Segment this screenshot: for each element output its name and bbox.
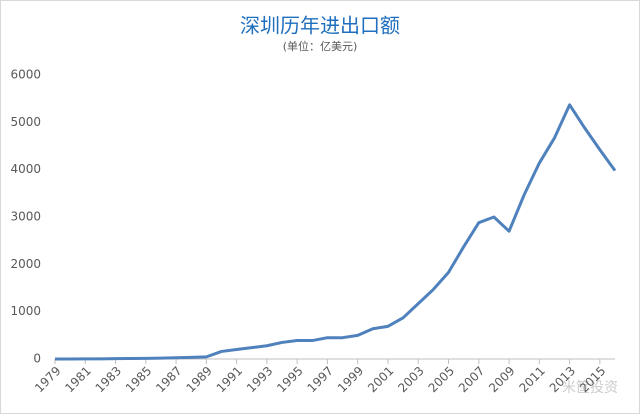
y-tick-label: 1000 — [10, 304, 41, 318]
y-tick-label: 6000 — [10, 68, 41, 82]
watermark: 米筐投资 — [562, 379, 618, 396]
y-tick-label: 5000 — [10, 115, 41, 129]
y-tick-label: 2000 — [10, 257, 41, 271]
y-tick-label: 0 — [33, 352, 41, 366]
chart-subtitle: (单位：亿美元) — [283, 39, 358, 53]
chart-title: 深圳历年进出口额 — [240, 14, 400, 38]
data-line — [55, 103, 617, 361]
y-tick-label: 3000 — [10, 210, 41, 224]
y-tick-label: 4000 — [10, 162, 41, 176]
